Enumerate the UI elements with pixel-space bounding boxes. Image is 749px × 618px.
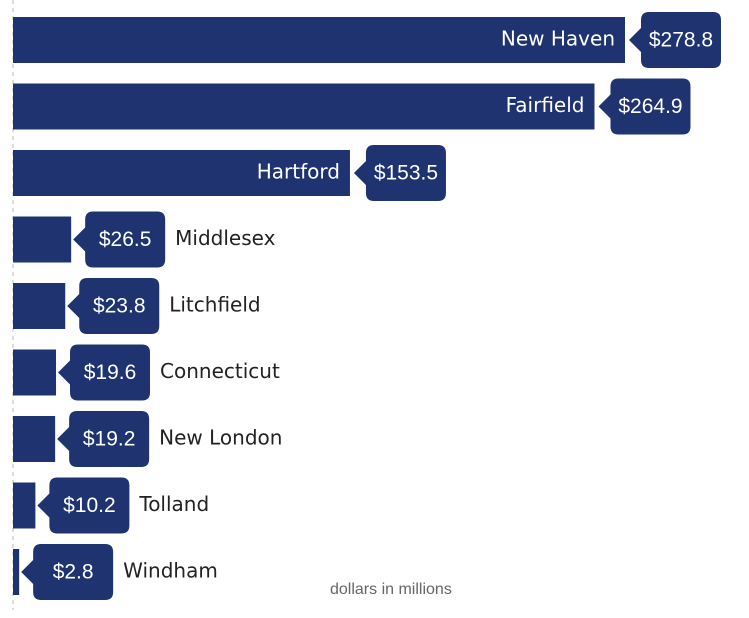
bar xyxy=(13,216,72,263)
bar xyxy=(13,150,350,196)
value-label: $26.5 xyxy=(99,228,152,251)
category-label: Windham xyxy=(123,559,218,583)
category-label: Hartford xyxy=(257,160,340,184)
category-label: New London xyxy=(159,426,282,450)
value-label: $2.8 xyxy=(53,561,94,584)
bar xyxy=(13,549,20,595)
category-label: Middlesex xyxy=(175,226,275,250)
category-label: Connecticut xyxy=(160,359,280,383)
value-label: $19.6 xyxy=(84,361,137,384)
category-label: Litchfield xyxy=(169,293,260,317)
bar xyxy=(13,83,595,130)
value-bubble xyxy=(37,477,130,534)
bar xyxy=(13,482,36,529)
bar xyxy=(13,416,56,462)
value-label: $10.2 xyxy=(63,494,116,517)
bar xyxy=(13,17,625,63)
value-bubble xyxy=(598,78,691,135)
value-bubble xyxy=(21,544,114,600)
annotation: dollars in millions xyxy=(330,581,452,598)
value-bubble xyxy=(57,411,150,467)
value-bubble xyxy=(629,12,721,68)
value-label: $264.9 xyxy=(618,95,682,118)
value-bubble xyxy=(353,145,446,201)
value-bubble xyxy=(58,344,151,401)
value-bubble xyxy=(67,278,160,334)
value-label: $19.2 xyxy=(83,428,136,451)
bar xyxy=(13,349,57,396)
value-label: $23.8 xyxy=(93,295,146,318)
category-label: Tolland xyxy=(138,492,209,516)
value-label: $278.8 xyxy=(649,29,713,52)
category-label: New Haven xyxy=(501,27,615,51)
bar xyxy=(13,283,66,329)
value-bubble xyxy=(73,211,166,268)
value-label: $153.5 xyxy=(374,162,438,185)
category-label: Fairfield xyxy=(506,93,585,117)
